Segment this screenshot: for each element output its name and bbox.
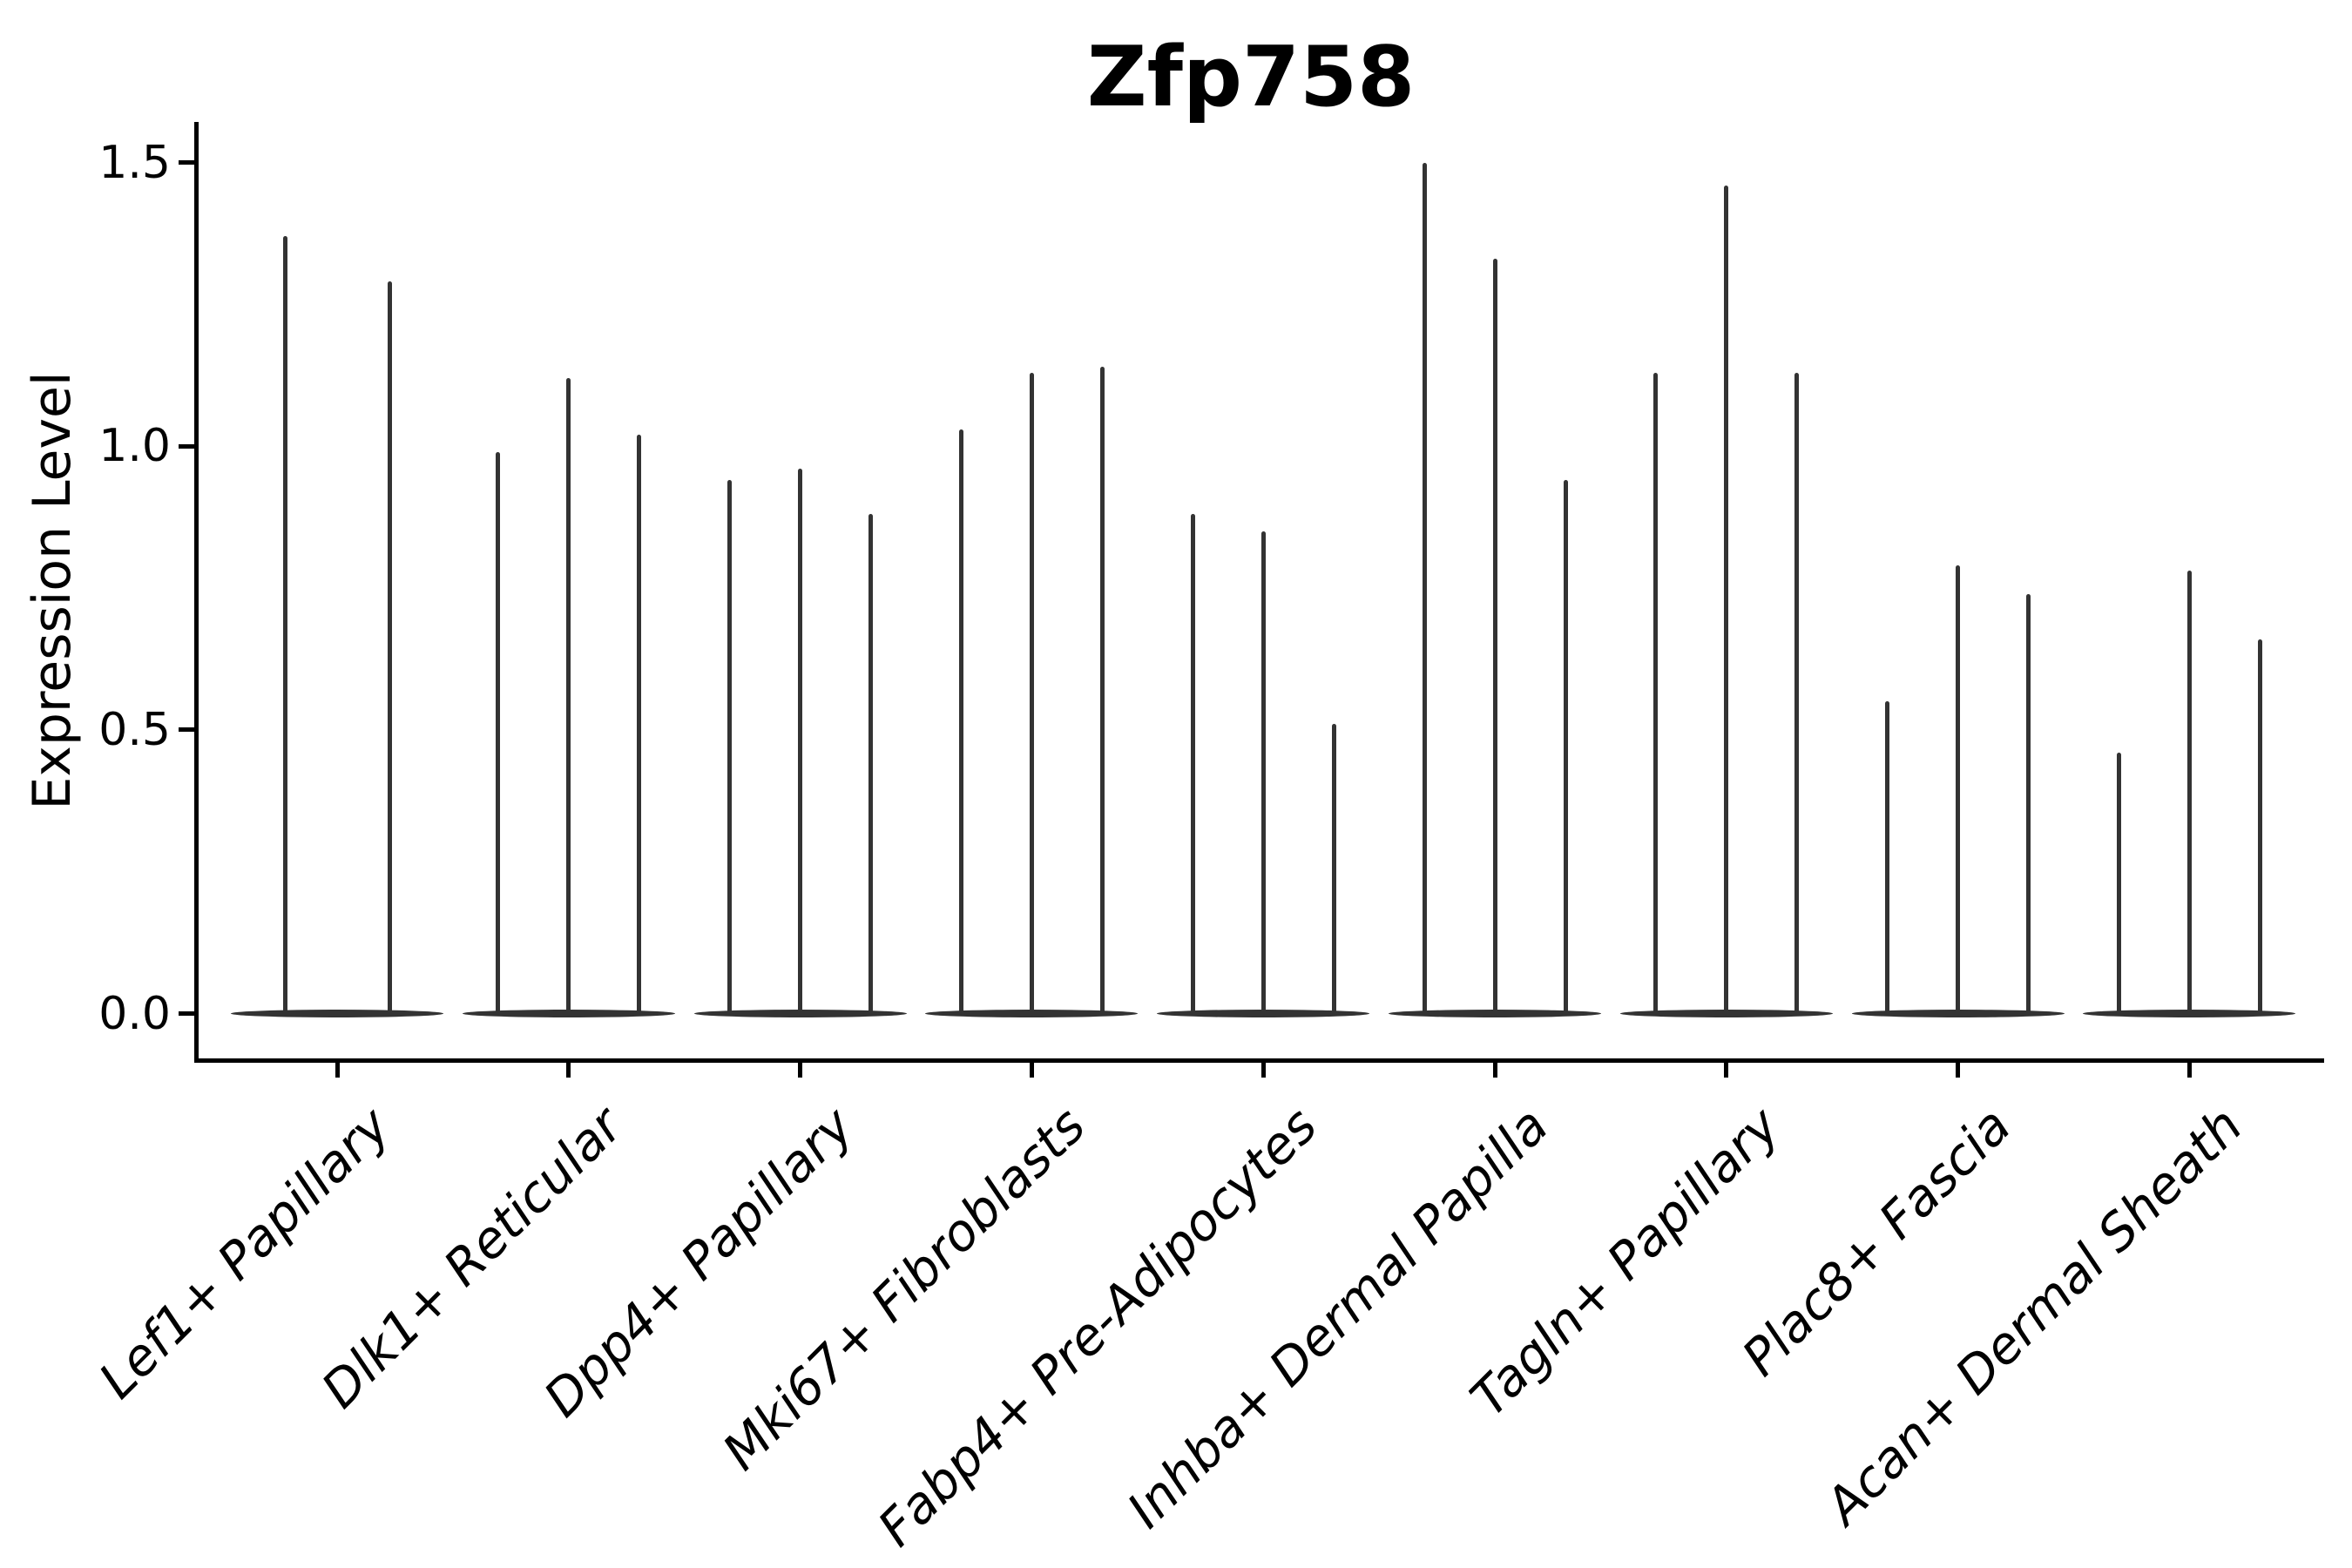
violin-spike [798, 469, 803, 1017]
x-tick-mark [1492, 1063, 1497, 1078]
violin-spike [2116, 752, 2121, 1017]
x-axis-spine [194, 1058, 2324, 1063]
y-tick-label: 1.5 [98, 136, 171, 189]
violin-spike [496, 451, 501, 1017]
violin-spike [1029, 372, 1034, 1017]
y-tick-label: 1.0 [98, 420, 171, 473]
y-axis-spine [194, 122, 199, 1063]
x-tick-mark [798, 1063, 803, 1078]
y-tick-mark [179, 443, 195, 449]
violin-spike [1956, 564, 1961, 1017]
violin-spike [727, 480, 733, 1017]
x-tick-mark [2186, 1063, 2192, 1078]
violin-spike [1794, 372, 1800, 1017]
violin-spike [637, 435, 642, 1017]
violin-base [231, 1010, 443, 1017]
violin-spike [1099, 367, 1105, 1017]
y-tick-label: 0.5 [98, 703, 171, 756]
violin-spike [282, 236, 287, 1017]
violin-spike [1492, 259, 1497, 1017]
x-tick-mark [335, 1063, 340, 1078]
violin-spike [566, 378, 571, 1017]
violin-spike [1885, 701, 1890, 1017]
chart-title-text: Zfp758 [1086, 30, 1416, 125]
violin-spike [1190, 514, 1195, 1017]
x-tick-mark [566, 1063, 571, 1078]
x-tick-mark [1724, 1063, 1729, 1078]
violin-spike [1331, 724, 1336, 1017]
x-tick-mark [1260, 1063, 1266, 1078]
y-tick-mark [179, 1011, 195, 1016]
y-axis-label-text: Expression Level [22, 371, 83, 810]
violin-spike [1563, 480, 1568, 1017]
x-tick-label: Inhba+ Dermal Papilla [1115, 1096, 1560, 1540]
x-tick-label: Fabp4+ Pre-Adipocytes [866, 1096, 1328, 1558]
violin-spike [1260, 531, 1266, 1017]
x-tick-mark [1956, 1063, 1961, 1078]
violin-spike [387, 281, 392, 1017]
y-tick-mark [179, 160, 195, 166]
violin-spike [1422, 162, 1427, 1017]
y-tick-label: 0.0 [98, 987, 171, 1040]
x-tick-mark [1029, 1063, 1034, 1078]
y-tick-mark [179, 727, 195, 733]
violin-spike [1653, 372, 1659, 1017]
violin-spike [868, 514, 874, 1017]
violin-spike [2257, 639, 2262, 1017]
violin-spike [2186, 571, 2192, 1017]
violin-spike [1724, 185, 1729, 1017]
x-tick-label: Acan+ Dermal Sheath [1814, 1096, 2254, 1536]
violin-spike [958, 429, 963, 1017]
violin-spike [2026, 593, 2031, 1017]
